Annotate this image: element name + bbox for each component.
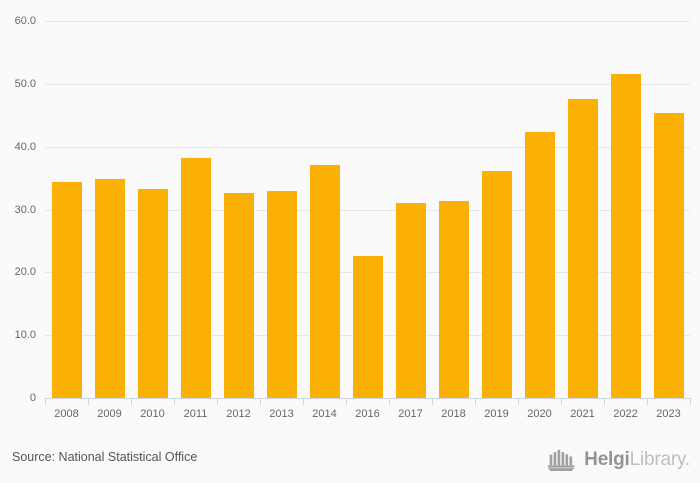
x-axis-tick-mark — [518, 398, 519, 405]
x-axis-tick-mark — [690, 398, 691, 405]
x-axis: 2008 2009 2010 2011 2012 2013 2014 2016 2017 2018… — [45, 398, 691, 428]
gridline — [45, 146, 690, 148]
y-axis-tick-label: 20.0 — [14, 266, 36, 279]
x-axis-tick-label: 2021 — [570, 408, 595, 420]
x-axis-tick-label: 2013 — [269, 408, 294, 420]
y-axis-tick-label: 10.0 — [14, 329, 36, 342]
bar[interactable] — [223, 193, 254, 398]
x-axis-tick-label: 2012 — [226, 408, 251, 420]
x-axis-tick-label: 2017 — [398, 408, 423, 420]
x-axis-tick-mark — [174, 398, 175, 405]
x-axis-tick-mark — [217, 398, 218, 405]
bar[interactable] — [137, 189, 168, 398]
x-axis-tick-mark — [561, 398, 562, 405]
y-axis-tick-label: 40.0 — [14, 140, 36, 153]
bar[interactable] — [653, 113, 684, 398]
x-axis-tick-mark — [432, 398, 433, 405]
bar[interactable] — [94, 178, 125, 398]
bar[interactable] — [266, 190, 297, 398]
x-axis-tick-mark — [88, 398, 89, 405]
brand-library-text: Library — [629, 449, 685, 470]
bar[interactable] — [180, 157, 211, 398]
bar[interactable] — [395, 203, 426, 398]
x-axis-tick-mark — [604, 398, 605, 405]
x-axis-tick-label: 2018 — [441, 408, 466, 420]
x-axis-line — [45, 398, 690, 399]
x-axis-tick-label: 2014 — [312, 408, 337, 420]
source-label: Source: National Statistical Office — [12, 450, 198, 464]
x-axis-tick-mark — [45, 398, 46, 405]
y-axis-tick-label: 30.0 — [14, 203, 36, 216]
y-axis-tick-label: 60.0 — [14, 15, 36, 27]
x-axis-tick-label: 2019 — [484, 408, 509, 420]
x-axis-tick-mark — [346, 398, 347, 405]
x-axis-tick-mark — [131, 398, 132, 405]
gridline — [45, 209, 690, 211]
x-axis-tick-mark — [303, 398, 304, 405]
x-axis-tick-mark — [260, 398, 261, 405]
gridline — [45, 83, 690, 85]
x-axis-tick-label: 2009 — [97, 408, 122, 420]
brand-wordmark: HelgiLibrary. — [584, 449, 690, 471]
y-axis-tick-label: 0 — [29, 392, 36, 404]
x-axis-tick-label: 2023 — [656, 408, 681, 420]
x-axis-tick-label: 2016 — [355, 408, 380, 420]
bar[interactable] — [481, 171, 512, 398]
bars-series — [45, 21, 690, 398]
bar[interactable] — [352, 256, 383, 398]
helgi-library-brand[interactable]: HelgiLibrary. — [547, 445, 690, 475]
x-axis-tick-label: 2008 — [54, 408, 79, 420]
x-axis-tick-mark — [647, 398, 648, 405]
brand-suffix-text: . — [684, 449, 690, 470]
gridline — [45, 21, 690, 22]
bar[interactable] — [524, 131, 555, 398]
x-axis-tick-label: 2022 — [613, 408, 638, 420]
x-axis-tick-label: 2010 — [140, 408, 165, 420]
bar[interactable] — [610, 73, 641, 398]
x-axis-tick-mark — [475, 398, 476, 405]
brand-helgi-text: Helgi — [584, 449, 630, 470]
x-axis-tick-mark — [389, 398, 390, 405]
bar[interactable] — [567, 98, 598, 398]
y-axis-tick-label: 50.0 — [14, 77, 36, 90]
x-axis-tick-label: 2020 — [527, 408, 552, 420]
x-axis-tick-label: 2011 — [183, 408, 208, 420]
bar[interactable] — [438, 200, 469, 398]
bar[interactable] — [309, 164, 340, 398]
bar[interactable] — [51, 181, 82, 398]
plot-area — [45, 21, 690, 399]
helgi-library-logo-icon — [547, 448, 577, 472]
